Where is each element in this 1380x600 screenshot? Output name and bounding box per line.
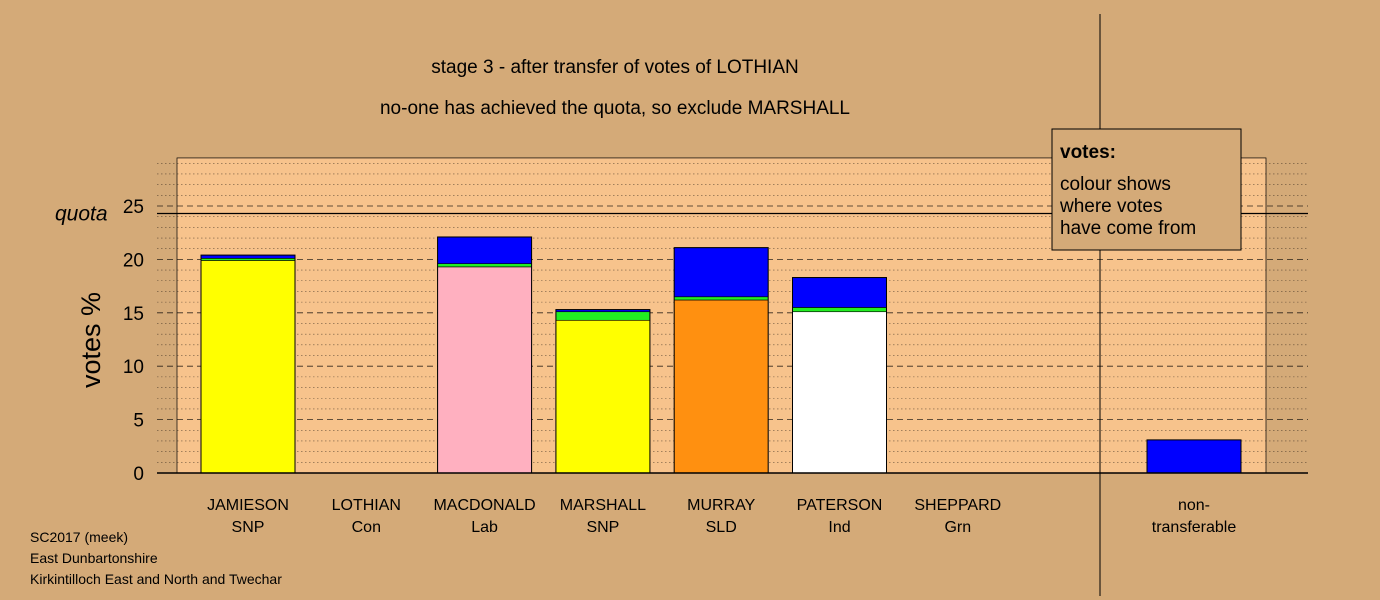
legend-box: [1051, 128, 1242, 251]
candidate-name: SHEPPARD: [914, 497, 1001, 514]
candidate-name: JAMIESON: [207, 497, 289, 514]
candidate-name: LOTHIAN: [332, 497, 401, 514]
bar-segment: [792, 277, 887, 308]
nontransferable-bar: [1146, 439, 1242, 474]
y-tick-labels: 0 5 10 15 20 25: [123, 197, 144, 485]
nontransferable-label-2: transferable: [1152, 519, 1237, 536]
bars: [200, 236, 1242, 474]
legend-line-1: colour shows: [1060, 174, 1171, 195]
bar-segment: [200, 260, 296, 474]
y-tick-label: 0: [133, 464, 144, 485]
bar-segment: [555, 319, 651, 474]
bar-segment: [437, 266, 532, 474]
footer-line-2: East Dunbartonshire: [30, 550, 158, 566]
x-tick-labels: JAMIESON SNP LOTHIAN Con MACDONALD Lab MARSHAL…: [207, 497, 1236, 536]
candidate-name: MARSHALL: [560, 497, 646, 514]
bar-segment: [792, 307, 887, 313]
candidate-party: Lab: [471, 519, 498, 536]
footer-line-1: SC2017 (meek): [30, 529, 128, 545]
y-axis-label: votes %: [76, 292, 106, 388]
chart-subtitle: no-one has achieved the quota, so exclud…: [380, 98, 850, 119]
chart-title: stage 3 - after transfer of votes of LOT…: [431, 57, 799, 78]
y-tick-label: 15: [123, 304, 144, 325]
bar-segment: [673, 296, 769, 301]
y-tick-label: 10: [123, 357, 144, 378]
candidate-party: Grn: [944, 519, 971, 536]
bar-segment: [437, 263, 532, 268]
candidate-party: SNP: [232, 519, 265, 536]
nontransferable-label-1: non-: [1178, 497, 1210, 514]
candidate-name: MURRAY: [687, 497, 755, 514]
footer-line-3: Kirkintilloch East and North and Twechar: [30, 571, 282, 587]
candidate-party: SNP: [586, 519, 619, 536]
bar-segment: [555, 311, 651, 321]
legend-line-2: where votes: [1059, 196, 1162, 217]
y-tick-label: 5: [133, 411, 144, 432]
candidate-name: PATERSON: [797, 497, 883, 514]
bar-segment: [437, 236, 532, 264]
y-tick-label: 20: [123, 250, 144, 271]
y-tick-label: 25: [123, 197, 144, 218]
legend-line-3: have come from: [1060, 218, 1196, 239]
bar-segment: [792, 311, 887, 474]
footer: SC2017 (meek) East Dunbartonshire Kirkin…: [30, 529, 282, 587]
bar-segment: [673, 299, 769, 474]
bar-segment: [200, 258, 296, 261]
legend-title: votes:: [1060, 142, 1116, 163]
candidate-party: Con: [352, 519, 381, 536]
candidate-party: SLD: [706, 519, 737, 536]
legend: votes: colour shows where votes have com…: [1051, 128, 1242, 251]
candidate-name: MACDONALD: [433, 497, 535, 514]
bar-segment: [673, 247, 769, 298]
quota-label: quota: [55, 202, 108, 225]
candidate-party: Ind: [828, 519, 850, 536]
